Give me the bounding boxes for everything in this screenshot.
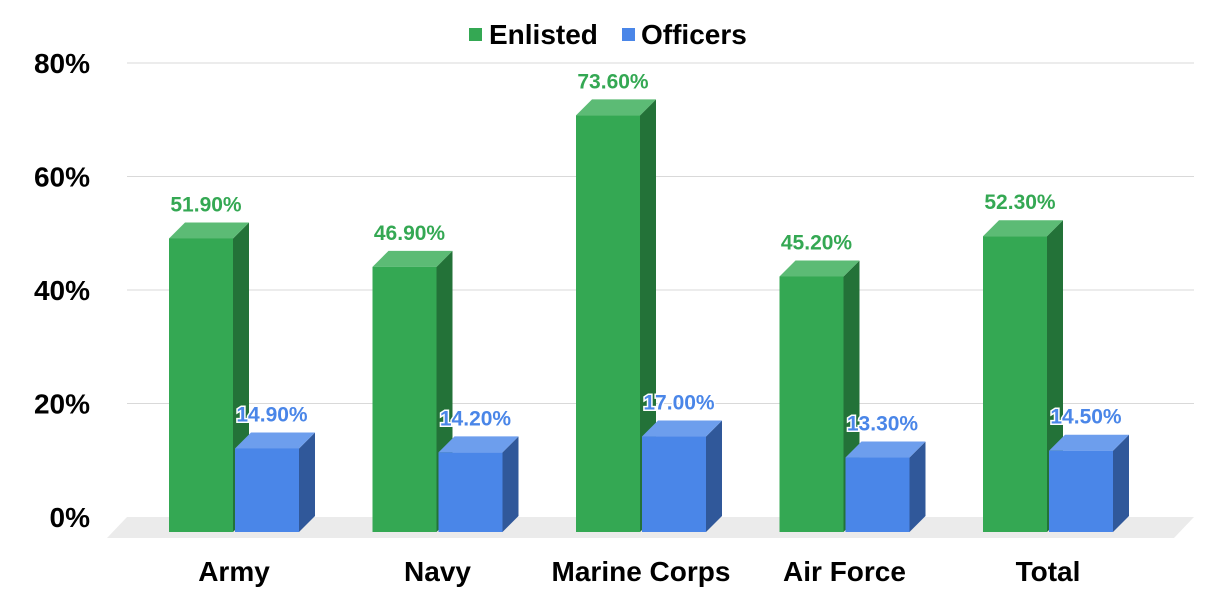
bar-front (642, 436, 706, 532)
bar-officers-navy (438, 436, 519, 532)
bar-top (845, 441, 926, 458)
bar-side (299, 432, 315, 532)
bar-front (372, 266, 437, 532)
y-tick-label: 0% (50, 502, 91, 533)
bar-top (169, 222, 249, 239)
data-label-officers: 13.30% (847, 413, 919, 436)
bar-officers-marine-corps (642, 420, 722, 532)
bar-side (1113, 434, 1129, 532)
bar-enlisted-army (169, 222, 249, 532)
bar-side (706, 420, 722, 532)
bar-front (169, 238, 233, 532)
bar-front (845, 457, 910, 532)
data-label-officers: 14.50% (1050, 406, 1122, 429)
data-label-enlisted: 73.60% (577, 70, 649, 93)
x-category-label: Army (198, 556, 270, 587)
data-label-officers: 14.90% (236, 403, 308, 426)
data-label-enlisted: 45.20% (781, 231, 853, 254)
data-label-officers: 14.20% (440, 407, 512, 430)
y-tick-label: 20% (34, 389, 90, 420)
bar-front (438, 452, 503, 532)
data-label-enlisted: 46.90% (374, 222, 446, 245)
bar-top (983, 220, 1063, 237)
bar-officers-army (235, 432, 315, 532)
legend-label-officers: Officers (641, 19, 747, 50)
bar-enlisted-marine-corps (576, 99, 656, 532)
x-category-label: Navy (404, 556, 471, 587)
bar-enlisted-air-force (779, 260, 860, 532)
bar-front (235, 448, 299, 532)
bar-top (779, 260, 860, 277)
bar-front (1049, 450, 1113, 532)
bar-top (235, 432, 315, 449)
y-tick-label: 40% (34, 275, 90, 306)
legend-label-enlisted: Enlisted (489, 19, 598, 50)
legend-swatch-enlisted (469, 28, 482, 41)
legend: Enlisted Officers (469, 19, 747, 50)
x-category-label: Total (1016, 556, 1081, 587)
y-tick-label: 60% (34, 162, 90, 193)
legend-swatch-officers (622, 28, 635, 41)
data-label-officers: 17.00% (643, 392, 715, 415)
data-label-enlisted: 52.30% (984, 191, 1056, 214)
x-axis-categories: Army Navy Marine Corps Air Force Total (198, 556, 1080, 587)
data-labels: 51.90% 14.90% 46.90% 14.20% 73.60% 17.00% 45.2… (169, 69, 1124, 437)
bar-front (779, 276, 844, 532)
x-category-label: Marine Corps (552, 556, 731, 587)
bar-side (909, 441, 926, 532)
bar-top (438, 436, 519, 453)
bar-top (642, 420, 722, 437)
bar-top (576, 99, 656, 116)
y-tick-label: 80% (34, 48, 90, 79)
bar-officers-total (1049, 434, 1129, 532)
bar-front (983, 236, 1047, 532)
bar-side (640, 99, 656, 532)
bars (169, 99, 1129, 532)
data-label-enlisted: 51.90% (170, 193, 242, 216)
x-category-label: Air Force (783, 556, 906, 587)
bar-side (502, 436, 519, 532)
bar-top (1049, 434, 1129, 451)
y-axis-ticks: 0% 20% 40% 60% 80% (34, 48, 90, 533)
bar-front (576, 115, 640, 532)
bar-top (372, 250, 453, 267)
bar-officers-air-force (845, 441, 926, 532)
